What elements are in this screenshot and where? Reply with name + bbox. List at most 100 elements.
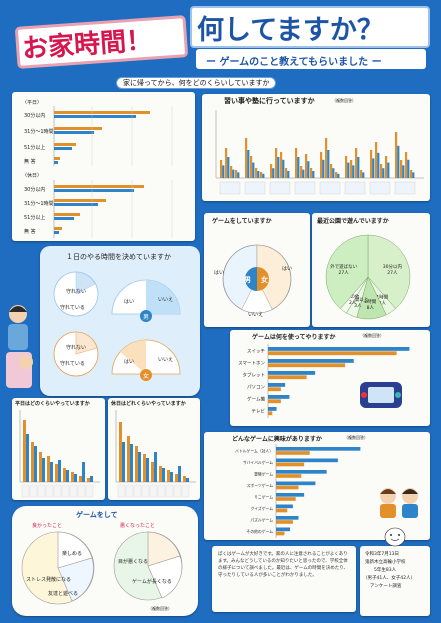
lessons-bar bbox=[350, 160, 353, 178]
holiday-category-box bbox=[125, 484, 134, 498]
lessons-bar bbox=[295, 148, 298, 178]
devices-bar-girl bbox=[268, 387, 281, 392]
weekday-bar-girl bbox=[63, 468, 66, 482]
devices-category-label: テレビ bbox=[252, 408, 266, 415]
rules-label-no-1: いいえ bbox=[158, 297, 174, 303]
rules-pies bbox=[53, 271, 181, 381]
footer-text-card: ぼくはゲームが大好きです。家の人に注意されることがよくあります。みんなどうしてい… bbox=[212, 546, 356, 612]
weekday-bar-girl bbox=[47, 456, 50, 482]
daily-activity-bars bbox=[53, 106, 173, 238]
lessons-bar bbox=[235, 170, 238, 178]
park-slice-label: 1時間以上 bbox=[347, 296, 368, 303]
lessons-bar bbox=[255, 168, 258, 178]
lessons-bar bbox=[305, 154, 308, 178]
game-yesno-girl: 女 bbox=[261, 276, 268, 284]
interest-category-label: 冒険ゲーム bbox=[254, 471, 273, 476]
footer-body-text: ぼくはゲームが大好きです。家の人に注意されることがよくあります。みんなどうしてい… bbox=[218, 552, 349, 578]
interest-bar-boy bbox=[276, 470, 327, 474]
park-slice-value: 3人 bbox=[354, 303, 362, 309]
interest-bar-girl bbox=[276, 497, 296, 501]
after-game-note: （複数回答） bbox=[148, 606, 172, 611]
interest-bar-girl bbox=[276, 520, 293, 524]
game-yesno-chart bbox=[222, 244, 292, 314]
park-slice-value: 3人 bbox=[379, 301, 387, 307]
holiday-bar-girl bbox=[127, 436, 130, 482]
weekday-bar-boy bbox=[90, 476, 93, 482]
devices-bar-boy bbox=[268, 395, 290, 399]
rules-pie-boy-left-slice bbox=[75, 271, 96, 295]
smiley-icon bbox=[384, 527, 406, 547]
game-controller-icon bbox=[360, 382, 402, 408]
footer-school: 鬼新木立高輪小学校 bbox=[365, 560, 406, 565]
holiday-bar-girl bbox=[119, 422, 122, 482]
rules-label-no-2: いいえ bbox=[158, 357, 174, 363]
rules-label-yes-2: はい bbox=[124, 359, 135, 365]
footer-breakdown: （男子41人、女子42人） bbox=[363, 576, 415, 581]
holiday-bar-girl bbox=[159, 466, 162, 482]
weekday-label: 〈平日〉 bbox=[22, 100, 43, 106]
interest-category-label: クイズゲーム bbox=[250, 506, 273, 511]
title-main-right: 何してますか？ bbox=[197, 15, 384, 46]
game-yesno-yes-left: はい bbox=[214, 270, 225, 276]
rules-label-no-rule-1: 守れない bbox=[66, 289, 87, 295]
lessons-bar bbox=[275, 148, 278, 178]
devices-bar-girl bbox=[268, 411, 273, 416]
lessons-category-box bbox=[319, 181, 341, 195]
park-slice-label: 外で遊ばない bbox=[330, 263, 357, 270]
kids-illustration-icon bbox=[380, 488, 418, 518]
park-slice-label: その他 bbox=[346, 293, 360, 300]
row-label-none: 無 答 bbox=[24, 159, 36, 165]
interest-bar-girl bbox=[276, 462, 305, 467]
interest-bar-boy bbox=[276, 516, 299, 520]
lessons-bar bbox=[312, 171, 315, 178]
holiday-label: 〈休日〉 bbox=[22, 173, 43, 179]
weekday-category-box bbox=[53, 484, 62, 498]
row-label-51min: 51分以上 bbox=[24, 145, 46, 151]
lessons-bar bbox=[380, 164, 383, 178]
interest-bar-girl bbox=[276, 485, 299, 490]
devices-bar-boy bbox=[268, 359, 354, 363]
interest-card: どんなゲームに興味がありますか （複数回答） バトルゲーム（対人） サバイバルゲー… bbox=[204, 432, 430, 540]
lessons-bar bbox=[227, 157, 230, 178]
lessons-bar bbox=[282, 159, 285, 178]
devices-header: ゲームは何を使ってやりますか bbox=[252, 334, 336, 341]
interest-category-label: ミニゲーム bbox=[254, 494, 273, 499]
lessons-bar bbox=[270, 164, 273, 178]
rules-label-girl: 女 bbox=[143, 373, 150, 380]
lessons-category-box bbox=[244, 181, 266, 195]
row-label-30min: 30分以内 bbox=[24, 113, 46, 119]
holiday-category-box bbox=[117, 484, 126, 498]
park-slice-label: 2時間 bbox=[364, 299, 376, 305]
lessons-bar bbox=[300, 166, 303, 178]
weekday-category-box bbox=[21, 484, 30, 498]
devices-bar-girl bbox=[268, 375, 307, 380]
holiday-category-box bbox=[141, 484, 150, 498]
holiday-category-box bbox=[181, 484, 190, 498]
interest-bar-girl bbox=[276, 474, 302, 478]
devices-bar-boy bbox=[268, 383, 286, 387]
holiday-category-box bbox=[133, 484, 142, 498]
park-header: 最近公園で遊んでいますか bbox=[317, 218, 389, 225]
interest-category-label: バトルゲーム（対人） bbox=[235, 448, 273, 453]
row-label-none-2: 無 答 bbox=[24, 229, 36, 235]
lessons-bar bbox=[355, 148, 358, 178]
weekday-category-box bbox=[37, 484, 46, 498]
holiday-category-box bbox=[157, 484, 166, 498]
holiday-bar-girl bbox=[135, 446, 138, 482]
game-yesno-girl-badge bbox=[257, 267, 269, 291]
lessons-bar bbox=[382, 168, 385, 178]
game-yesno-boy-badge bbox=[245, 267, 257, 291]
subtitle: ー ゲームのこと教えてもらいました ー bbox=[206, 57, 382, 68]
section1-header: 家に帰ってから、何をどのくらいしていますか bbox=[116, 77, 277, 89]
devices-bar-girl bbox=[268, 399, 281, 404]
park-slice-value: 27人 bbox=[339, 270, 350, 276]
row-label-1h-2: 31分～1時間 bbox=[24, 201, 54, 207]
game-yesno-slice-girl bbox=[256, 244, 291, 310]
holiday-category-box bbox=[173, 484, 182, 498]
after-game-card: ゲームをして 良かったこと 悪くなったこと 楽しめる ストレス発散になる 友達と… bbox=[12, 506, 198, 616]
weekday-game-header: 平日はどのくらいやっていますか bbox=[15, 401, 90, 407]
after-game-label-stress: ストレス発散になる bbox=[26, 577, 72, 583]
lessons-bar bbox=[385, 156, 388, 178]
weekday-category-box bbox=[77, 484, 86, 498]
lessons-bar bbox=[237, 172, 240, 178]
